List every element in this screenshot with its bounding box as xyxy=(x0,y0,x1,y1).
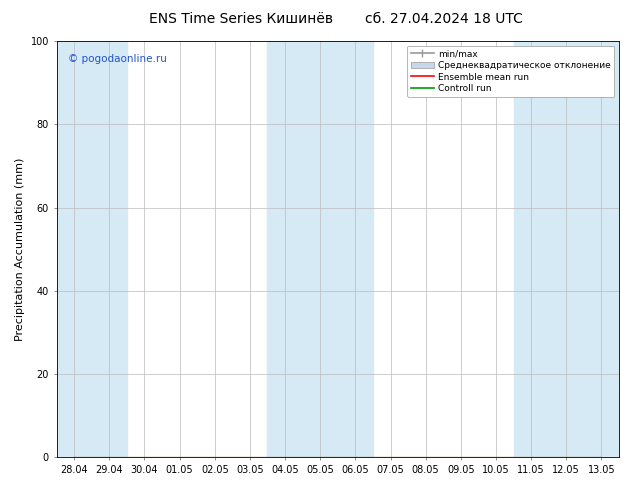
Bar xyxy=(268,41,373,457)
Legend: min/max, Среднеквадратическое отклонение, Ensemble mean run, Controll run: min/max, Среднеквадратическое отклонение… xyxy=(408,46,614,97)
Text: © pogodaonline.ru: © pogodaonline.ru xyxy=(68,53,167,64)
Text: сб. 27.04.2024 18 UTC: сб. 27.04.2024 18 UTC xyxy=(365,12,523,26)
Text: ENS Time Series Кишинёв: ENS Time Series Кишинёв xyxy=(149,12,333,26)
Bar xyxy=(56,41,127,457)
Bar xyxy=(514,41,619,457)
Y-axis label: Precipitation Accumulation (mm): Precipitation Accumulation (mm) xyxy=(15,157,25,341)
